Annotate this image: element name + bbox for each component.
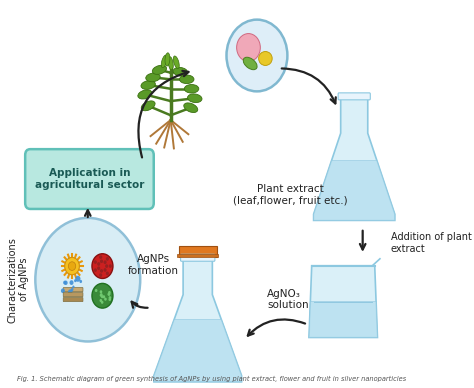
Ellipse shape bbox=[168, 57, 173, 70]
Ellipse shape bbox=[138, 90, 152, 99]
Circle shape bbox=[108, 293, 110, 296]
Circle shape bbox=[74, 279, 77, 282]
Ellipse shape bbox=[141, 101, 155, 111]
Ellipse shape bbox=[141, 81, 155, 89]
Ellipse shape bbox=[259, 52, 272, 66]
Ellipse shape bbox=[243, 57, 257, 70]
Circle shape bbox=[94, 260, 97, 264]
Circle shape bbox=[101, 295, 103, 298]
Circle shape bbox=[102, 295, 105, 298]
Circle shape bbox=[36, 218, 140, 341]
Ellipse shape bbox=[152, 65, 166, 74]
Circle shape bbox=[237, 34, 260, 61]
Circle shape bbox=[71, 288, 73, 291]
Circle shape bbox=[61, 288, 65, 293]
FancyBboxPatch shape bbox=[63, 298, 83, 301]
Circle shape bbox=[101, 301, 103, 304]
Text: Characterizations
of AgNPs: Characterizations of AgNPs bbox=[8, 237, 29, 323]
Polygon shape bbox=[309, 266, 377, 338]
Circle shape bbox=[106, 257, 109, 261]
Circle shape bbox=[100, 293, 103, 296]
Circle shape bbox=[94, 268, 97, 272]
Circle shape bbox=[99, 273, 102, 277]
Ellipse shape bbox=[184, 85, 199, 93]
Circle shape bbox=[80, 280, 82, 283]
Circle shape bbox=[63, 281, 66, 284]
Circle shape bbox=[100, 260, 103, 263]
Circle shape bbox=[103, 268, 107, 272]
Ellipse shape bbox=[165, 53, 170, 66]
Circle shape bbox=[99, 255, 102, 259]
Text: AgNPs
formation: AgNPs formation bbox=[128, 254, 179, 276]
Polygon shape bbox=[154, 320, 242, 382]
Text: Plant extract
(leaf,flower, fruit etc.): Plant extract (leaf,flower, fruit etc.) bbox=[234, 184, 348, 206]
Text: AgNO₃
solution: AgNO₃ solution bbox=[267, 289, 309, 310]
Circle shape bbox=[109, 264, 112, 268]
Text: Fig. 1. Schematic diagram of green synthesis of AgNPs by using plant extract, fl: Fig. 1. Schematic diagram of green synth… bbox=[18, 376, 407, 382]
Polygon shape bbox=[314, 161, 395, 220]
Circle shape bbox=[73, 286, 74, 288]
Polygon shape bbox=[309, 301, 377, 338]
Polygon shape bbox=[154, 257, 242, 382]
Text: Application in
agricultural sector: Application in agricultural sector bbox=[35, 168, 144, 190]
FancyBboxPatch shape bbox=[63, 288, 83, 292]
Ellipse shape bbox=[180, 75, 194, 83]
Circle shape bbox=[227, 20, 287, 91]
Bar bbox=[177, 255, 219, 257]
Circle shape bbox=[109, 298, 111, 301]
Ellipse shape bbox=[173, 56, 179, 69]
Circle shape bbox=[100, 294, 102, 297]
Circle shape bbox=[100, 290, 102, 293]
Circle shape bbox=[109, 296, 111, 299]
Ellipse shape bbox=[184, 103, 198, 113]
Circle shape bbox=[70, 280, 73, 285]
Circle shape bbox=[108, 293, 110, 296]
Ellipse shape bbox=[146, 73, 160, 82]
FancyBboxPatch shape bbox=[25, 149, 154, 209]
Circle shape bbox=[106, 272, 109, 275]
Ellipse shape bbox=[173, 68, 188, 76]
FancyBboxPatch shape bbox=[338, 93, 370, 100]
Circle shape bbox=[92, 283, 113, 308]
Ellipse shape bbox=[188, 94, 202, 102]
Circle shape bbox=[92, 254, 113, 279]
Circle shape bbox=[104, 298, 107, 301]
Bar bbox=[179, 246, 217, 257]
Ellipse shape bbox=[161, 55, 167, 68]
Circle shape bbox=[64, 281, 68, 285]
FancyBboxPatch shape bbox=[181, 254, 215, 261]
Circle shape bbox=[100, 299, 102, 302]
Circle shape bbox=[103, 260, 107, 264]
FancyBboxPatch shape bbox=[63, 293, 83, 297]
Circle shape bbox=[75, 276, 81, 282]
Circle shape bbox=[68, 262, 76, 270]
Circle shape bbox=[108, 291, 111, 294]
Circle shape bbox=[97, 267, 100, 270]
Circle shape bbox=[95, 289, 98, 292]
Circle shape bbox=[68, 289, 73, 294]
Polygon shape bbox=[314, 96, 395, 220]
Circle shape bbox=[105, 264, 108, 268]
Circle shape bbox=[97, 262, 100, 266]
Text: Addition of plant
extract: Addition of plant extract bbox=[391, 232, 472, 254]
Circle shape bbox=[100, 269, 103, 273]
Circle shape bbox=[64, 258, 79, 275]
